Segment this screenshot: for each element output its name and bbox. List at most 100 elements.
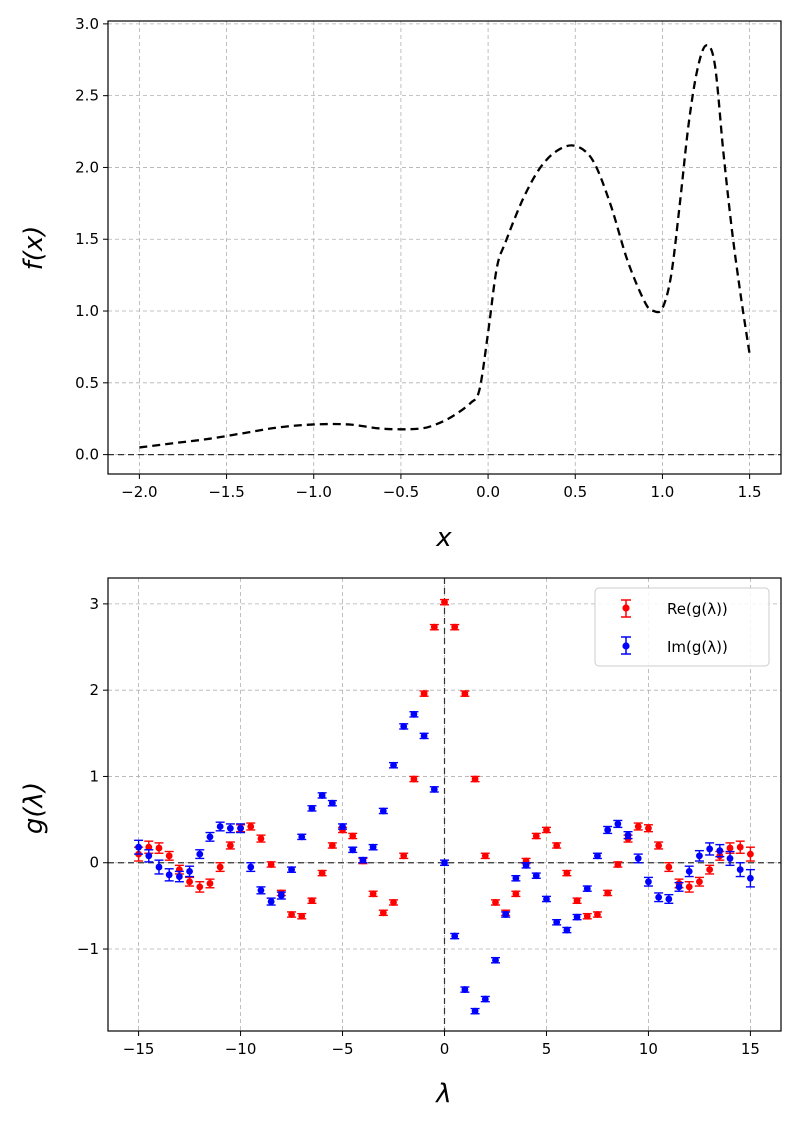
im-point <box>562 926 572 934</box>
re-point <box>460 690 470 698</box>
legend: Re(g(λ)) Im(g(λ)) <box>594 587 770 667</box>
c1-xtick-label: 0 <box>440 1040 450 1058</box>
im-point <box>664 893 674 904</box>
im-marker <box>339 823 346 830</box>
im-marker <box>257 886 265 894</box>
im-marker <box>390 761 397 769</box>
re-point <box>389 899 399 906</box>
re-point <box>287 911 297 918</box>
im-point <box>603 825 613 835</box>
im-point <box>348 846 358 854</box>
re-marker <box>430 623 438 631</box>
re-marker <box>196 883 204 891</box>
c0-xtick-label: 1.0 <box>651 483 675 501</box>
re-marker <box>665 863 673 871</box>
im-point <box>440 859 449 867</box>
im-point <box>389 761 399 769</box>
im-point <box>307 804 317 812</box>
im-point <box>154 859 164 875</box>
im-point <box>684 865 694 878</box>
im-marker <box>359 856 367 864</box>
im-marker <box>543 895 550 903</box>
re-point <box>511 890 521 898</box>
im-point <box>174 870 184 883</box>
im-point <box>572 913 582 921</box>
im-marker <box>655 893 663 901</box>
re-point <box>592 911 602 918</box>
im-point <box>225 823 235 834</box>
bottom-chart-ylabel: g(λ) <box>19 782 49 834</box>
im-marker <box>614 820 622 828</box>
bottom-chart-series <box>134 598 755 1015</box>
re-point <box>297 912 307 920</box>
im-marker <box>461 986 469 993</box>
re-marker <box>410 775 418 783</box>
re-marker <box>736 843 744 851</box>
im-point <box>725 850 735 867</box>
re-marker <box>226 842 234 849</box>
c0-ytick-label: 1.5 <box>75 230 99 248</box>
re-point <box>154 842 164 854</box>
im-point <box>266 897 276 906</box>
re-point <box>664 862 674 873</box>
re-marker <box>318 869 326 877</box>
im-marker <box>522 861 530 869</box>
re-point <box>552 842 562 849</box>
re-marker <box>481 852 489 860</box>
im-marker <box>685 867 693 875</box>
im-marker <box>583 885 591 893</box>
im-point <box>236 823 246 834</box>
re-point <box>368 890 378 898</box>
legend-marker-im <box>621 636 631 655</box>
im-marker <box>573 913 581 921</box>
re-marker <box>349 832 357 840</box>
re-point <box>409 775 419 783</box>
top-chart-y-ticks: 0.0 0.5 1.0 1.5 2.0 2.5 3.0 <box>75 15 108 464</box>
im-marker <box>135 843 142 851</box>
c0-ytick-label: 1.0 <box>75 302 99 320</box>
re-point <box>694 876 704 887</box>
re-point <box>266 861 276 868</box>
im-marker <box>165 871 173 879</box>
re-marker <box>471 775 479 783</box>
re-point <box>654 841 664 850</box>
im-marker <box>288 866 295 874</box>
re-point <box>633 822 643 831</box>
im-marker <box>328 799 336 807</box>
im-marker <box>420 732 428 740</box>
im-point <box>215 821 225 832</box>
im-marker <box>298 833 306 841</box>
im-marker <box>726 855 734 862</box>
re-point <box>327 842 337 849</box>
im-point <box>643 876 653 887</box>
re-marker <box>145 843 153 851</box>
re-marker <box>573 897 581 905</box>
im-marker <box>267 898 275 905</box>
re-marker <box>747 850 754 858</box>
im-marker <box>634 855 642 862</box>
re-marker <box>165 852 173 860</box>
im-point <box>735 862 745 878</box>
im-marker <box>206 833 214 841</box>
bottom-chart-y-ticks: −1 0 1 2 3 <box>77 595 108 958</box>
im-marker <box>196 850 204 858</box>
re-point <box>225 841 235 850</box>
re-point <box>317 869 327 877</box>
c1-ytick-label: 0 <box>89 854 99 872</box>
re-point <box>246 822 256 831</box>
re-point <box>185 876 195 887</box>
re-marker <box>247 823 255 830</box>
im-marker <box>247 863 255 871</box>
re-marker <box>696 878 703 886</box>
im-point <box>541 895 551 903</box>
im-marker <box>441 859 448 867</box>
re-point <box>256 834 266 843</box>
re-marker <box>441 598 448 606</box>
re-marker <box>492 899 499 906</box>
re-point <box>470 775 480 783</box>
re-marker <box>216 863 224 871</box>
re-marker <box>420 690 428 698</box>
c1-xtick-label: −15 <box>123 1040 155 1058</box>
im-marker <box>237 824 244 832</box>
